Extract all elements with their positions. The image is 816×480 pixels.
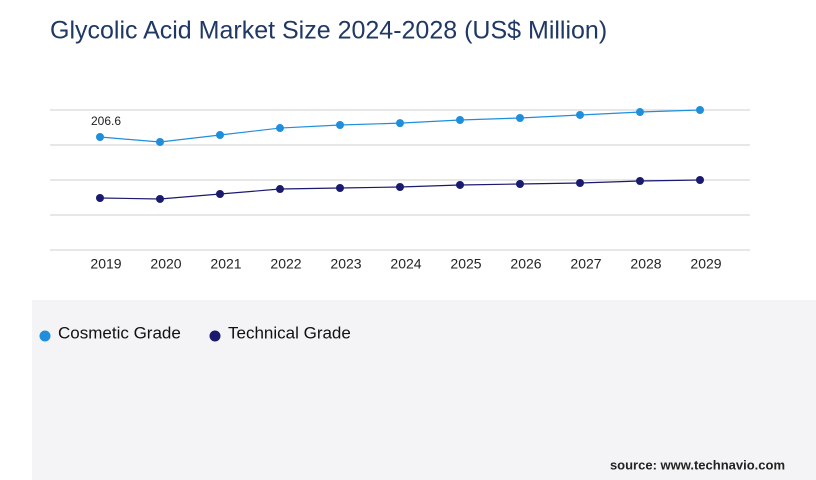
x-tick-label: 2025 bbox=[450, 256, 481, 272]
data-point bbox=[576, 179, 584, 188]
x-tick-label: 2028 bbox=[630, 256, 661, 272]
data-point bbox=[396, 183, 404, 191]
x-tick-label: 2027 bbox=[570, 256, 601, 272]
legend-label: Cosmetic Grade bbox=[58, 323, 181, 342]
data-point bbox=[96, 133, 104, 142]
data-point bbox=[216, 190, 224, 198]
x-tick-label: 2022 bbox=[270, 256, 301, 272]
data-point bbox=[696, 176, 704, 184]
data-point bbox=[696, 106, 704, 114]
data-point bbox=[456, 180, 464, 189]
legend-marker bbox=[39, 330, 51, 342]
data-point bbox=[336, 183, 344, 192]
legend-label: Technical Grade bbox=[228, 323, 351, 342]
data-point bbox=[636, 176, 644, 185]
source: source: www.technavio.com bbox=[610, 457, 785, 472]
data-point bbox=[336, 120, 344, 129]
data-point bbox=[516, 113, 524, 122]
x-tick-label: 2019 bbox=[90, 256, 121, 272]
x-tick-label: 2024 bbox=[390, 256, 421, 272]
data-point bbox=[516, 179, 524, 188]
x-tick-label: 2021 bbox=[210, 256, 241, 272]
footer-panel bbox=[32, 300, 816, 480]
legend-marker bbox=[209, 330, 221, 342]
chart-title: Glycolic Acid Market Size 2024-2028 (US$… bbox=[50, 17, 607, 45]
data-point bbox=[276, 124, 284, 133]
data-point bbox=[216, 130, 224, 139]
data-point bbox=[156, 194, 164, 203]
data-label: 206.6 bbox=[91, 114, 121, 128]
x-tick-label: 2023 bbox=[330, 256, 361, 272]
data-point bbox=[576, 110, 584, 119]
x-tick-label: 2020 bbox=[150, 256, 181, 272]
data-point bbox=[396, 119, 404, 128]
data-point bbox=[456, 116, 464, 125]
data-point bbox=[96, 193, 104, 202]
data-point bbox=[276, 185, 284, 194]
data-point bbox=[156, 137, 164, 146]
x-tick-label: 2026 bbox=[510, 256, 541, 272]
x-tick-label: 2029 bbox=[690, 256, 721, 272]
data-point bbox=[636, 108, 644, 117]
